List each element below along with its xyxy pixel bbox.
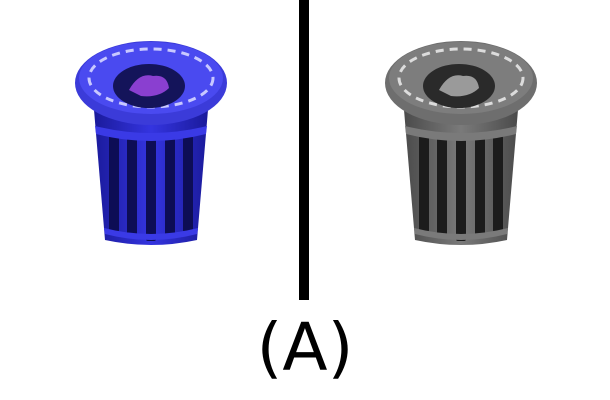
panel-caption: (A) bbox=[256, 309, 354, 386]
vertical-divider bbox=[299, 0, 309, 300]
trash-can-icon bbox=[385, 41, 537, 245]
trash-can-icon bbox=[75, 41, 227, 245]
